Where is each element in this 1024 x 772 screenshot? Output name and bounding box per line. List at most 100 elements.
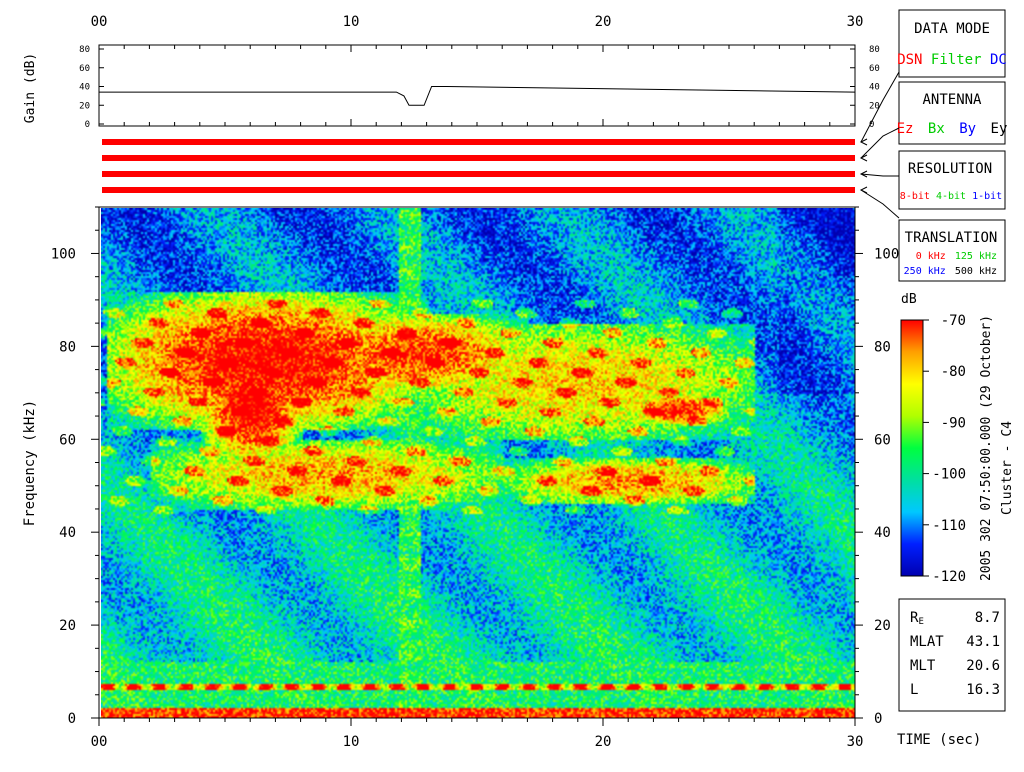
translation-bar <box>102 187 855 193</box>
antenna-ey: Ey <box>991 121 1008 137</box>
colorbar-tick-label: -80 <box>941 364 966 380</box>
orbit-label: RE <box>910 610 924 627</box>
frequency-tick-label: 100 <box>51 246 76 262</box>
gain-axis: 0 0 20 20 40 40 60 60 80 80 <box>79 45 880 130</box>
bottom-time-tick-label: 20 <box>595 734 612 750</box>
bottom-time-tick-label: 30 <box>847 734 864 750</box>
data-mode-box: DATA MODE DSN Filter DC <box>897 9 1007 78</box>
connector-resolution <box>860 173 899 177</box>
frequency-tick-label: 40 <box>874 525 891 541</box>
gain-tick-label: 80 <box>869 45 880 55</box>
orbit-info-box: RE 8.7 MLAT 43.1 MLT 20.6 L 16.3 <box>898 598 1006 712</box>
antenna-items: Ez Bx By Ey <box>897 121 1008 137</box>
translation-125khz: 125 kHz <box>955 251 997 262</box>
data-mode-bar <box>102 139 855 145</box>
gain-tick-label: 0 <box>85 120 90 130</box>
frequency-axis-label: Frequency (kHz) <box>22 400 38 526</box>
antenna-box: ANTENNA Ez Bx By Ey <box>897 81 1008 145</box>
frequency-tick-label: 80 <box>874 339 891 355</box>
colorbar-ticks: -70 -80 -90 -100 -110 -120 <box>923 313 966 585</box>
box-connectors <box>859 71 900 219</box>
orbit-label: L <box>910 682 918 698</box>
gain-tick-label: 0 <box>869 120 874 130</box>
frequency-tick-label: 0 <box>874 711 882 727</box>
translation-box: TRANSLATION 0 kHz 125 kHz 250 kHz 500 kH… <box>898 219 1006 282</box>
resolution-title: RESOLUTION <box>908 161 992 177</box>
colorbar-tick-label: -100 <box>932 467 966 483</box>
orbit-label: MLAT <box>910 634 944 650</box>
top-time-tick-label: 10 <box>343 14 360 30</box>
colorbar-tick-label: -90 <box>941 415 966 431</box>
gain-tick-label: 20 <box>79 101 90 111</box>
time-axis-label: TIME (sec) <box>897 732 981 748</box>
resolution-1bit: 1-bit <box>972 191 1002 202</box>
translation-line-2: 250 kHz 500 kHz <box>904 266 997 277</box>
top-time-tick-label: 00 <box>91 14 108 30</box>
spectrogram-image <box>101 208 855 718</box>
data-mode-title: DATA MODE <box>914 21 990 37</box>
gain-tick-label: 80 <box>79 45 90 55</box>
orbit-rows: RE 8.7 MLAT 43.1 MLT 20.6 L 16.3 <box>910 610 1000 698</box>
orbit-value: 43.1 <box>966 634 1000 650</box>
data-mode-filter: Filter <box>931 52 982 68</box>
resolution-bar <box>102 171 855 177</box>
colorbar-tick-label: -120 <box>932 569 966 585</box>
frequency-tick-label: 20 <box>59 618 76 634</box>
gain-tick-label: 60 <box>869 64 880 74</box>
time-axis-labels: 00 00 10 10 20 20 30 30 <box>91 14 864 750</box>
antenna-title: ANTENNA <box>922 92 982 108</box>
resolution-8bit: 8-bit <box>900 191 930 202</box>
gain-tick-label: 20 <box>869 101 880 111</box>
gain-panel-frame <box>98 44 856 127</box>
antenna-bar <box>102 155 855 161</box>
connector-data-mode <box>860 71 900 143</box>
frequency-tick-label: 80 <box>59 339 76 355</box>
orbit-value: 8.7 <box>975 610 1000 626</box>
frequency-tick-label: 60 <box>59 432 76 448</box>
translation-title: TRANSLATION <box>905 230 998 246</box>
frequency-tick-label: 20 <box>874 618 891 634</box>
orbit-label: MLT <box>910 658 936 674</box>
translation-500khz: 500 kHz <box>955 266 997 277</box>
translation-line-1: 0 kHz 125 kHz <box>916 251 997 262</box>
translation-0khz: 0 kHz <box>916 251 946 262</box>
antenna-bx: Bx <box>928 121 945 137</box>
frequency-tick-label: 0 <box>68 711 76 727</box>
orbit-value: 20.6 <box>966 658 1000 674</box>
connector-antenna <box>860 127 900 159</box>
antenna-by: By <box>959 121 976 137</box>
top-time-tick-label: 20 <box>595 14 612 30</box>
frequency-tick-label: 60 <box>874 432 891 448</box>
gain-panel: 0 0 20 20 40 40 60 60 80 80 Gain (dB) <box>23 44 880 130</box>
colorbar-unit: dB <box>901 292 917 307</box>
colorbar-tick-label: -110 <box>932 518 966 534</box>
antenna-ez: Ez <box>897 121 914 137</box>
gain-tick-label: 40 <box>79 83 90 93</box>
gain-series-line <box>99 86 856 106</box>
orbit-value: 16.3 <box>966 682 1000 698</box>
data-mode-dsn: DSN <box>897 52 922 68</box>
colorbar-scale <box>900 319 924 577</box>
frequency-tick-label: 100 <box>874 246 899 262</box>
spectrogram-axes: 0 0 20 20 40 40 60 60 80 80 100 100 <box>51 206 899 727</box>
mode-status-bars <box>102 139 855 193</box>
resolution-items: 8-bit 4-bit 1-bit <box>900 191 1002 202</box>
resolution-4bit: 4-bit <box>936 191 966 202</box>
gain-tick-label: 40 <box>869 83 880 93</box>
resolution-box: RESOLUTION 8-bit 4-bit 1-bit <box>898 150 1006 210</box>
gain-ylabel: Gain (dB) <box>23 53 38 123</box>
mission-label: Cluster - C4 <box>1000 421 1015 515</box>
data-mode-items: DSN Filter DC <box>897 52 1007 68</box>
top-time-tick-label: 30 <box>847 14 864 30</box>
colorbar: dB -70 -80 -90 -100 -110 -120 <box>900 292 966 585</box>
colorbar-tick-label: -70 <box>941 313 966 329</box>
timestamp-label: 2005 302 07:50:00.000 (29 October) <box>979 315 994 581</box>
bottom-time-tick-label: 00 <box>91 734 108 750</box>
data-mode-dc: DC <box>990 52 1007 68</box>
translation-250khz: 250 kHz <box>904 266 946 277</box>
frequency-tick-label: 40 <box>59 525 76 541</box>
connector-translation <box>860 189 900 219</box>
bottom-time-tick-label: 10 <box>343 734 360 750</box>
